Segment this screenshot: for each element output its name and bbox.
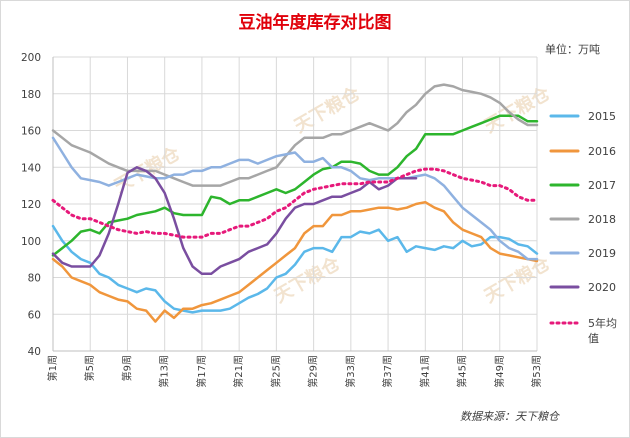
x-tick-37: 第37周 [381, 355, 394, 388]
x-tick-53: 第53周 [530, 355, 543, 388]
y-tick-100: 100 [21, 236, 41, 248]
legend-label-5年均值-cont: 值 [588, 332, 599, 345]
y-tick-160: 160 [21, 126, 41, 138]
series-line-2019 [51, 136, 539, 261]
series-line-2016 [51, 200, 539, 323]
series-line-2017 [51, 114, 539, 257]
x-tick-5: 第5周 [83, 355, 96, 381]
legend-label-2019: 2019 [588, 247, 616, 260]
legend-label-2015: 2015 [588, 110, 616, 123]
x-tick-45: 第45周 [456, 355, 469, 388]
x-tick-29: 第29周 [307, 355, 320, 388]
legend-label-2018: 2018 [588, 213, 616, 226]
legend-label-2016: 2016 [588, 145, 616, 158]
x-tick-17: 第17周 [195, 355, 208, 388]
x-tick-21: 第21周 [232, 355, 245, 388]
series-line-5年均值 [51, 167, 539, 239]
legend-label-5年均值: 5年均 [588, 316, 617, 330]
series-line-2018 [51, 83, 539, 187]
y-tick-200: 200 [21, 52, 41, 64]
y-tick-180: 180 [21, 89, 41, 101]
unit-label: 单位：万吨 [545, 43, 600, 56]
y-tick-40: 40 [28, 346, 41, 358]
legend-label-2020: 2020 [588, 281, 616, 294]
y-tick-60: 60 [28, 309, 41, 321]
chart-title: 豆油年度库存对比图 [238, 13, 392, 33]
watermark-2: 天下粮仓 [480, 82, 554, 138]
source-label: 数据来源：天下粮仓 [460, 410, 559, 423]
y-tick-80: 80 [28, 273, 41, 285]
x-tick-33: 第33周 [344, 355, 357, 388]
legend-label-2017: 2017 [588, 179, 616, 192]
x-tick-25: 第25周 [269, 355, 282, 388]
series-line-2015 [51, 224, 539, 314]
x-tick-41: 第41周 [418, 355, 431, 388]
x-tick-13: 第13周 [158, 355, 171, 388]
x-tick-1: 第1周 [46, 355, 59, 381]
x-tick-9: 第9周 [120, 355, 133, 381]
y-tick-140: 140 [21, 162, 41, 174]
y-tick-120: 120 [21, 199, 41, 211]
series-line-2020 [51, 166, 418, 276]
x-tick-49: 第49周 [493, 355, 506, 388]
watermark-4: 天下粮仓 [480, 252, 554, 308]
